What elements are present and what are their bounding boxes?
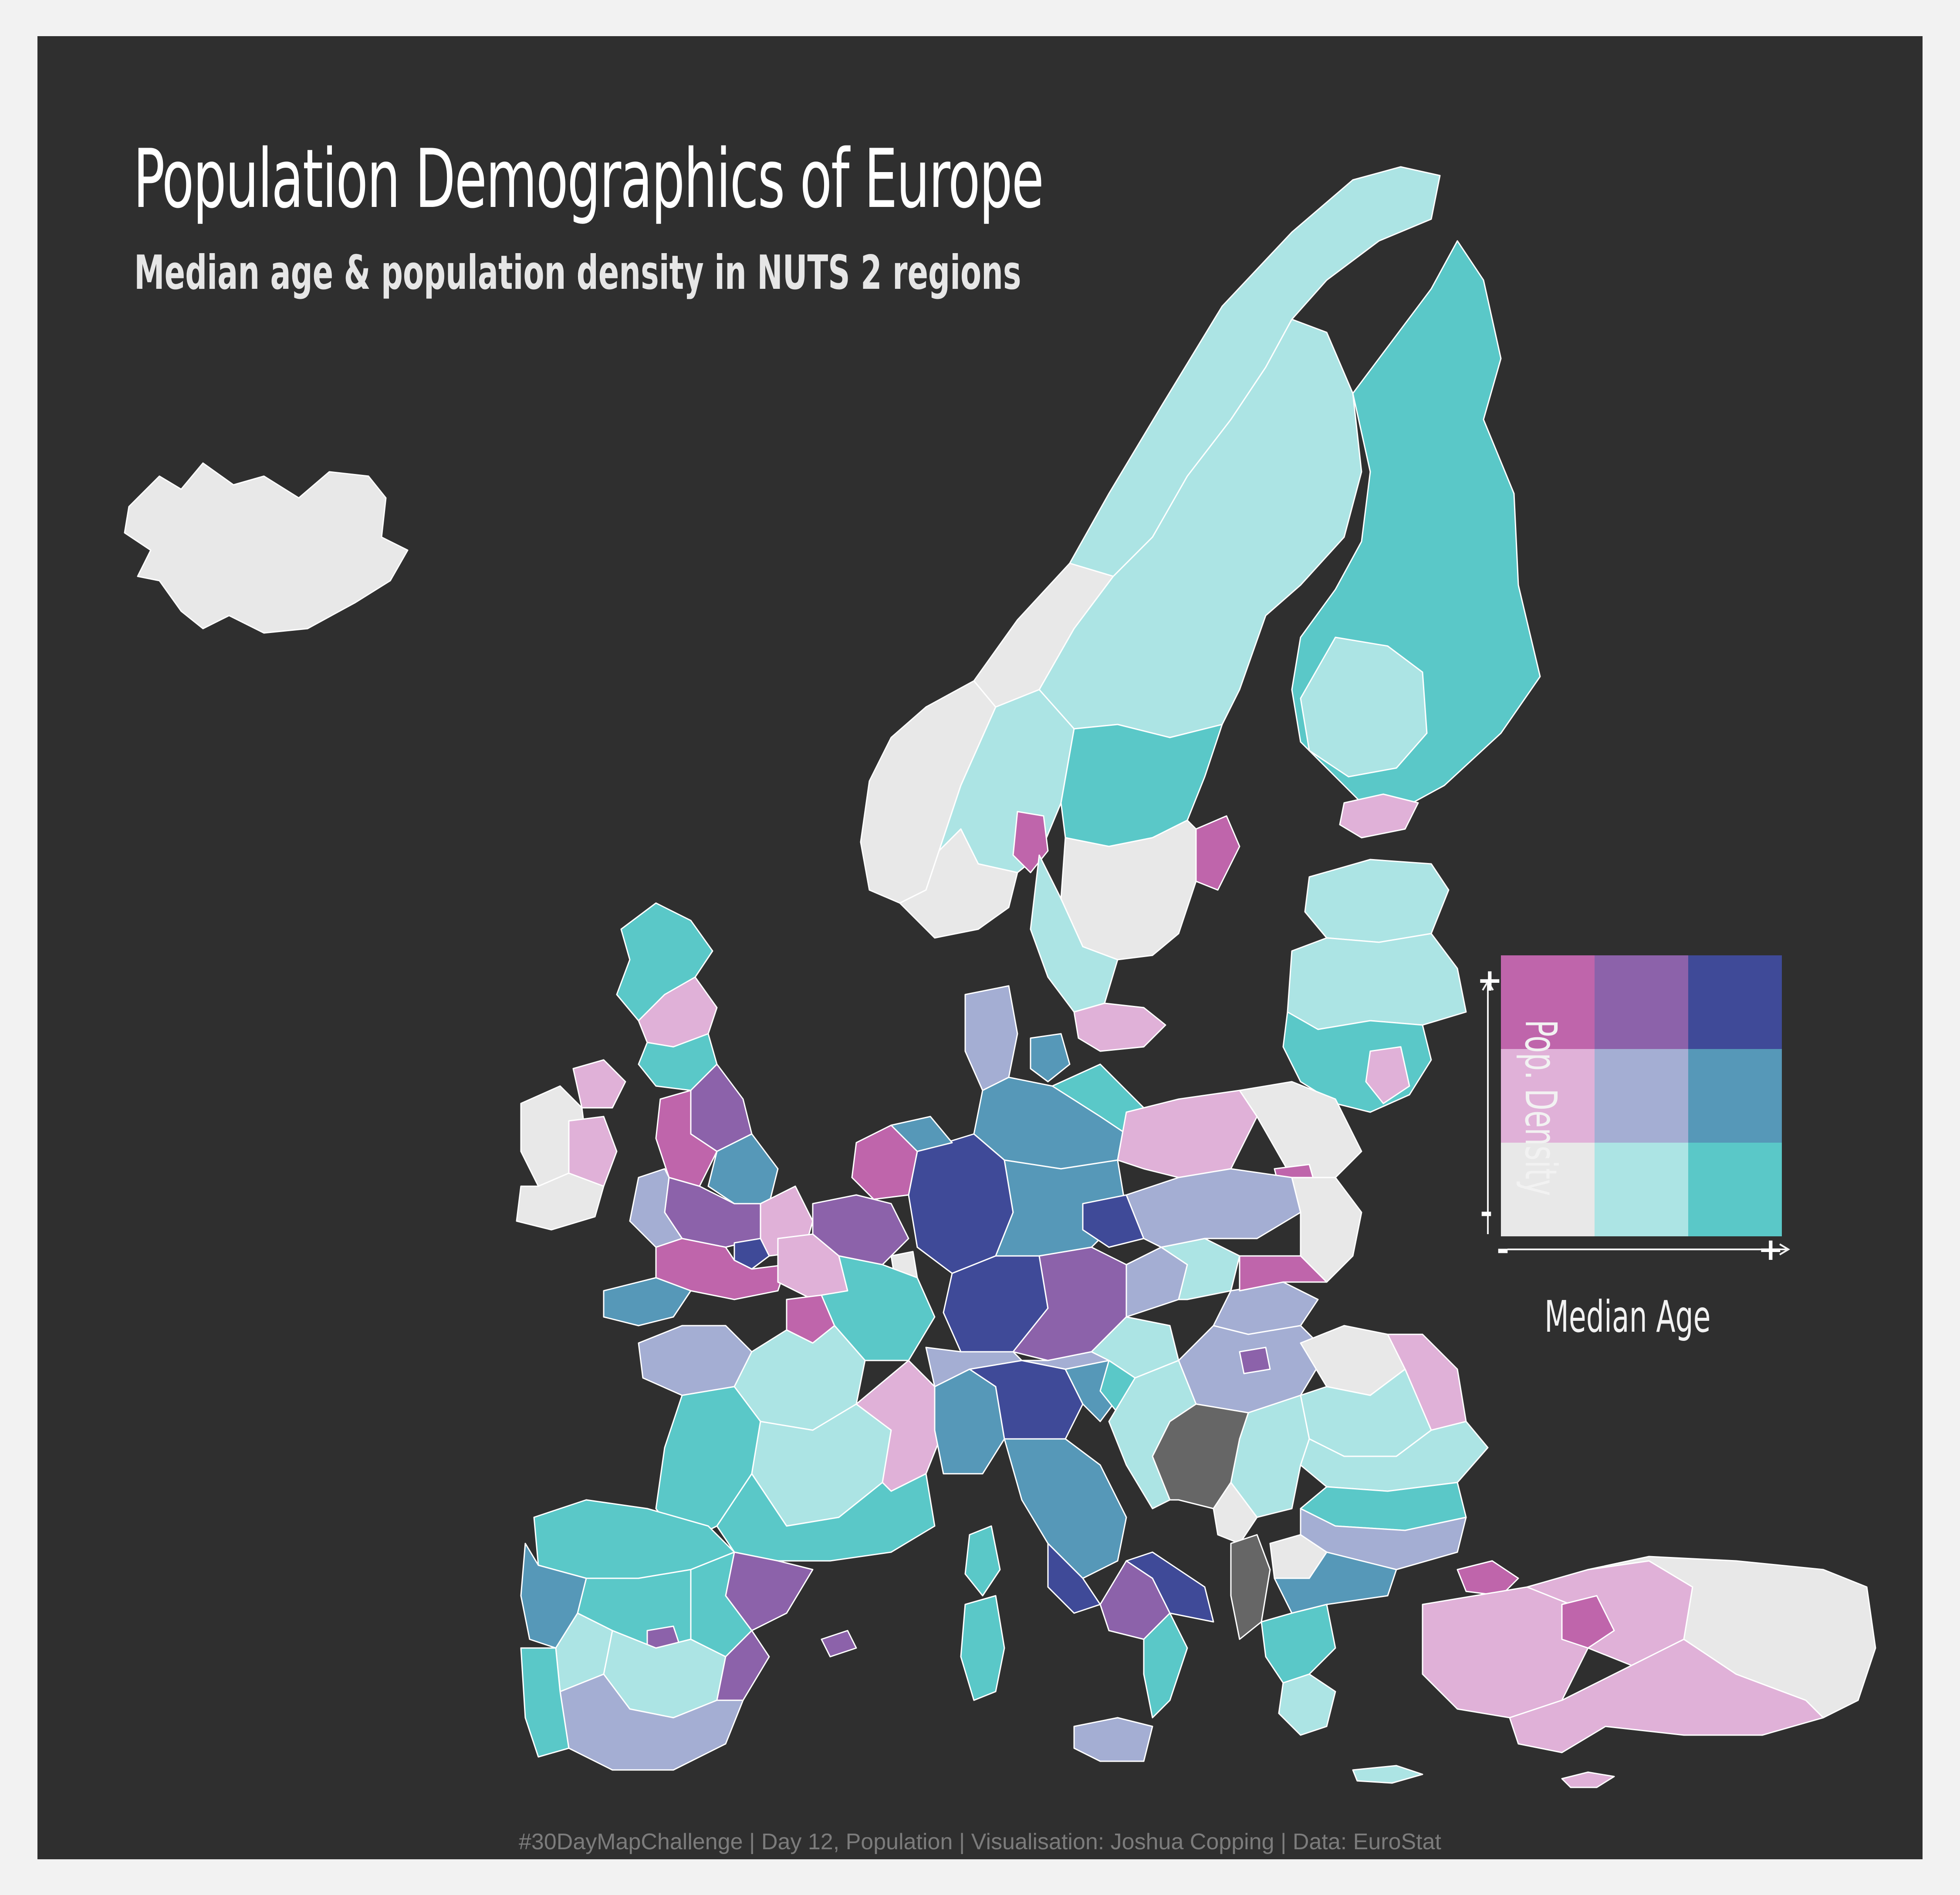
- region-greece-central: [1260, 1604, 1336, 1684]
- europe-map: [124, 166, 1876, 1788]
- region-romania-south: [1300, 1421, 1489, 1492]
- region-ireland-south: [516, 1172, 605, 1231]
- legend-cell-low-density-mid-age: [1595, 1143, 1688, 1236]
- legend-y-label: Pop. Density: [1515, 1019, 1567, 1196]
- region-italy-centre: [1004, 1438, 1127, 1579]
- map-caption: #30DayMapChallenge | Day 12, Population …: [519, 1829, 1441, 1854]
- region-portugal-south: [520, 1647, 570, 1758]
- legend-cell-low-density-high-age: [1688, 1143, 1782, 1236]
- map-title: Population Demographics of Europe: [133, 132, 1044, 226]
- region-greece-south: [1278, 1673, 1336, 1736]
- region-northern-ireland: [572, 1059, 626, 1109]
- region-montenegro: [1213, 1482, 1258, 1544]
- region-iceland: [124, 462, 409, 634]
- region-france-northeast: [821, 1255, 936, 1361]
- region-germany-berlin: [1082, 1194, 1145, 1248]
- region-spain-valencia: [716, 1630, 770, 1701]
- legend-cell-mid-density-low-age: [1501, 1049, 1595, 1143]
- legend-x-label: Median Age: [1544, 1291, 1711, 1342]
- region-denmark-zealand: [1030, 1033, 1071, 1083]
- region-denmark-jutland: [964, 985, 1018, 1091]
- region-bosnia: [1152, 1403, 1249, 1509]
- legend-y-minus: -: [1480, 1195, 1493, 1230]
- region-cyprus: [1561, 1771, 1615, 1788]
- map-subtitle: Median age & population density in NUTS …: [134, 246, 1021, 300]
- region-italy-lazio: [1047, 1543, 1101, 1614]
- region-corsica: [964, 1525, 1001, 1597]
- region-sweden-stockholm: [1195, 815, 1240, 891]
- legend-x-minus: -: [1497, 1232, 1510, 1267]
- region-italy-calabria: [1143, 1612, 1188, 1719]
- map-panel: Population Demographics of Europe Median…: [37, 36, 1923, 1859]
- region-poland-south: [1239, 1255, 1328, 1292]
- region-turkey-west: [1422, 1586, 1589, 1719]
- legend-cell-low-density-low-age: [1501, 1143, 1595, 1236]
- bivariate-legend: + - - + Pop. Density Median Age: [1444, 955, 1793, 1374]
- region-norway-south: [899, 828, 1018, 939]
- region-finland-helsinki: [1339, 793, 1419, 839]
- legend-cell-mid-density-mid-age: [1595, 1049, 1688, 1143]
- region-czechia-east: [1160, 1238, 1240, 1300]
- region-balearics: [821, 1630, 857, 1658]
- region-england-southwest: [603, 1277, 692, 1326]
- legend-axes: [1482, 980, 1790, 1255]
- region-turkey-ankara: [1561, 1595, 1615, 1649]
- region-bulgaria-south: [1300, 1508, 1467, 1570]
- region-sweden-south: [1073, 1002, 1166, 1052]
- region-crete: [1352, 1765, 1423, 1784]
- region-ireland-east: [568, 1116, 618, 1187]
- region-spain-andalusia: [559, 1673, 744, 1771]
- region-hungary-budapest: [1239, 1347, 1271, 1374]
- region-sardinia: [960, 1595, 1005, 1701]
- region-england-northwest: [655, 1090, 718, 1187]
- legend-cell-high-density-mid-age: [1595, 955, 1688, 1049]
- region-london: [733, 1238, 770, 1270]
- region-netherlands-north: [890, 1116, 953, 1152]
- region-lithuania-vilnius: [1365, 1046, 1410, 1104]
- region-sicily: [1073, 1717, 1153, 1762]
- legend-x-plus: +: [1758, 1232, 1784, 1267]
- region-wales: [629, 1168, 683, 1248]
- region-finland-west: [1300, 636, 1428, 778]
- legend-cell-mid-density-high-age: [1688, 1049, 1782, 1143]
- region-estonia: [1304, 859, 1450, 943]
- region-poland-northeast: [1239, 1081, 1362, 1178]
- region-latvia: [1287, 933, 1467, 1030]
- region-turkey-istanbul: [1456, 1560, 1519, 1597]
- legend-y-plus: +: [1477, 962, 1503, 998]
- region-portugal-north: [520, 1543, 587, 1649]
- legend-cell-high-density-low-age: [1501, 955, 1595, 1049]
- legend-cell-high-density-high-age: [1688, 955, 1782, 1049]
- region-poland-east: [1291, 1177, 1362, 1283]
- region-poland-central: [1125, 1168, 1301, 1248]
- region-italy-campania: [1125, 1551, 1214, 1623]
- region-turkey-east: [1587, 1556, 1876, 1719]
